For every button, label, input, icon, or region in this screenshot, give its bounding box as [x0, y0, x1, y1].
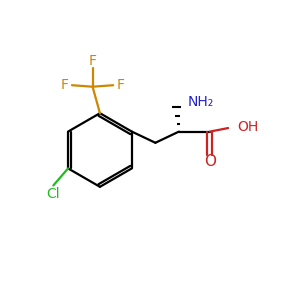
Text: OH: OH — [238, 120, 259, 134]
Text: F: F — [61, 78, 69, 92]
Text: F: F — [88, 54, 97, 68]
Text: NH₂: NH₂ — [188, 95, 214, 109]
Text: O: O — [204, 154, 216, 169]
Text: Cl: Cl — [46, 187, 60, 201]
Text: F: F — [117, 78, 124, 92]
